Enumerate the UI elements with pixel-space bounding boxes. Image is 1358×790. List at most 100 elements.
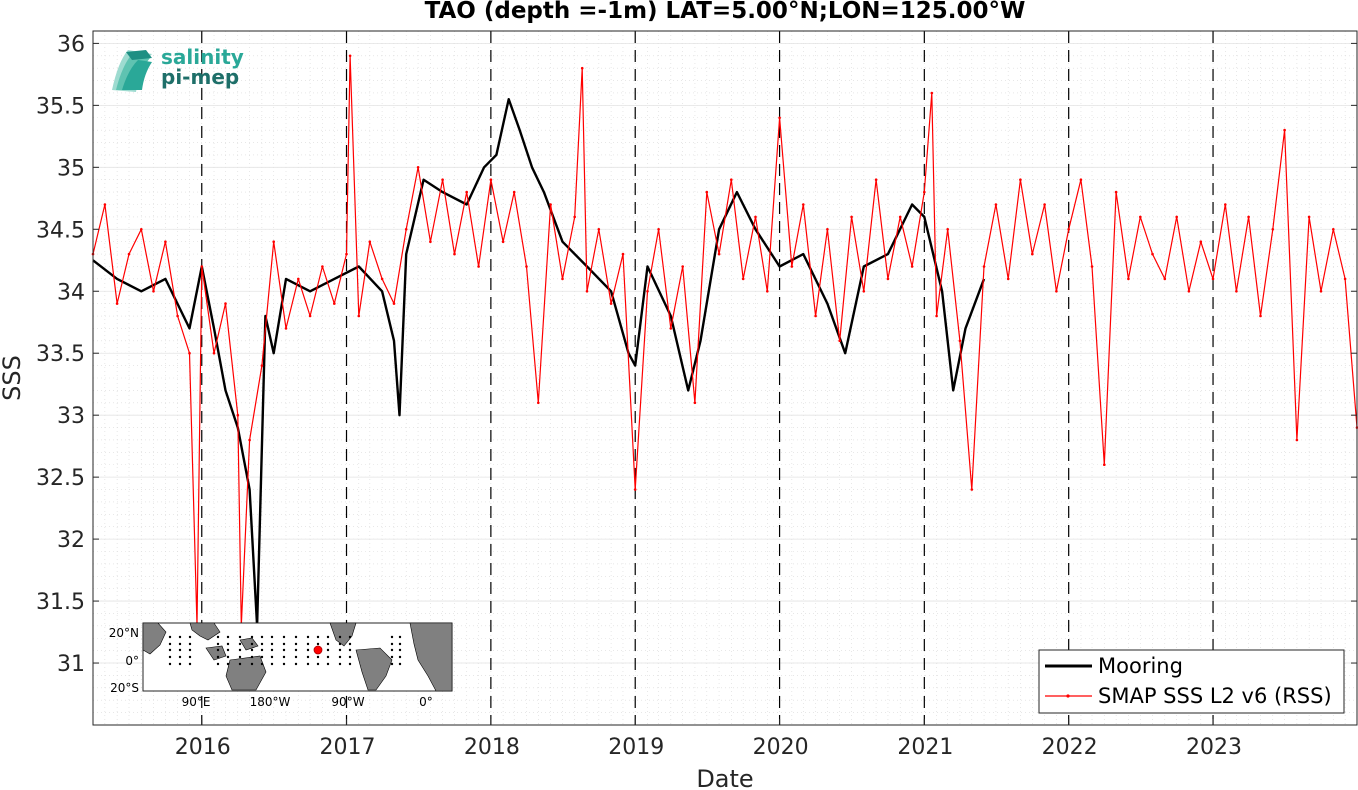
station-dot xyxy=(348,635,352,639)
data-point-smap xyxy=(669,327,673,330)
data-point-smap xyxy=(982,265,986,268)
station-dot xyxy=(282,662,286,666)
data-point-smap xyxy=(741,277,745,281)
data-point-smap xyxy=(1127,277,1130,281)
data-point-smap xyxy=(621,252,625,256)
data-point-smap xyxy=(790,265,794,268)
station-dot xyxy=(390,642,394,646)
data-point-smap xyxy=(501,240,505,243)
station-dot xyxy=(238,642,242,646)
station-marker xyxy=(313,645,323,655)
station-dot xyxy=(216,642,220,646)
station-dot xyxy=(306,642,310,646)
data-point-smap xyxy=(429,240,432,243)
station-dot xyxy=(398,642,402,646)
data-point-smap xyxy=(1055,290,1058,293)
x-tick-label: 2019 xyxy=(608,735,664,760)
legend-swatch-smap-dot xyxy=(1066,694,1070,698)
station-dot xyxy=(390,662,394,666)
data-point-smap xyxy=(1283,128,1286,132)
station-dot xyxy=(306,635,310,639)
station-dot xyxy=(188,635,192,639)
station-dot xyxy=(250,635,254,639)
data-point-smap xyxy=(1151,252,1154,256)
station-dot xyxy=(348,655,352,659)
station-dot xyxy=(282,648,286,652)
data-point-smap xyxy=(140,228,143,231)
station-dot xyxy=(326,635,330,639)
station-dot xyxy=(348,648,352,652)
series-layer xyxy=(91,54,1358,628)
x-tick-label: 2023 xyxy=(1186,735,1242,760)
data-point-smap xyxy=(348,54,352,58)
data-point-smap xyxy=(1114,190,1118,194)
station-dot xyxy=(338,635,342,639)
station-dot xyxy=(168,662,172,666)
data-point-smap xyxy=(994,203,998,206)
x-tick-label: 2020 xyxy=(753,735,809,760)
x-tick-label: 2017 xyxy=(320,735,376,760)
data-point-smap xyxy=(1019,178,1022,181)
station-dot xyxy=(260,642,264,646)
station-dot xyxy=(250,648,254,652)
map-lat-label-3: 20°S xyxy=(110,681,139,695)
station-dot xyxy=(260,655,264,659)
data-point-smap xyxy=(321,265,324,268)
data-point-smap xyxy=(898,215,902,219)
station-dot xyxy=(178,648,182,652)
station-dot xyxy=(316,655,320,659)
station-dot xyxy=(178,642,182,646)
data-point-smap xyxy=(164,240,167,243)
salinity-pi-mep-logo: salinity pi-mep xyxy=(112,45,244,92)
y-tick-label: 34 xyxy=(57,280,85,305)
station-dot xyxy=(294,642,298,646)
map-lon-label-3: 90°W xyxy=(331,695,364,709)
x-tick-label: 2021 xyxy=(897,735,953,760)
station-dot xyxy=(226,635,230,639)
x-tick-label: 2018 xyxy=(464,735,520,760)
data-point-smap xyxy=(1307,215,1311,219)
y-tick-label: 36 xyxy=(57,32,85,57)
station-dot xyxy=(270,648,274,652)
data-point-smap xyxy=(1006,277,1010,281)
data-point-smap xyxy=(958,339,962,343)
station-dot xyxy=(294,648,298,652)
station-dot xyxy=(306,655,310,659)
data-point-smap xyxy=(1271,228,1275,231)
logo-waves-icon xyxy=(112,50,152,92)
station-dot xyxy=(216,648,220,652)
y-tick-label: 33 xyxy=(57,404,85,429)
station-dot xyxy=(348,642,352,646)
data-point-smap xyxy=(561,277,564,281)
station-dot xyxy=(338,655,342,659)
data-point-smap xyxy=(357,314,361,318)
legend: Mooring SMAP SSS L2 v6 (RSS) xyxy=(1038,649,1345,714)
data-point-smap xyxy=(862,290,866,293)
data-point-smap xyxy=(272,240,276,243)
data-point-smap xyxy=(874,178,878,181)
data-point-smap xyxy=(512,190,516,194)
logo-line-1: salinity xyxy=(161,45,244,69)
station-dot xyxy=(326,662,330,666)
data-point-smap xyxy=(236,413,240,417)
legend-label-smap: SMAP SSS L2 v6 (RSS) xyxy=(1098,684,1332,708)
data-point-smap xyxy=(1224,203,1227,206)
station-dot xyxy=(168,648,172,652)
data-point-smap xyxy=(525,265,528,268)
data-point-smap xyxy=(646,290,649,293)
station-dot xyxy=(338,642,342,646)
data-point-smap xyxy=(923,190,926,194)
data-point-smap xyxy=(477,265,480,268)
map-lon-label-4: 0° xyxy=(419,695,433,709)
station-dot xyxy=(238,648,242,652)
data-point-smap xyxy=(224,302,227,305)
y-axis-ticks: 31 31.5 32 32.5 33 33.5 34 34.5 35 35.5 36 xyxy=(36,32,1357,677)
data-point-smap xyxy=(573,215,576,219)
data-point-smap xyxy=(946,228,949,231)
station-dot xyxy=(260,648,264,652)
data-point-smap xyxy=(308,314,312,318)
station-dot xyxy=(226,642,230,646)
station-dot xyxy=(316,642,320,646)
station-dot xyxy=(270,655,274,659)
